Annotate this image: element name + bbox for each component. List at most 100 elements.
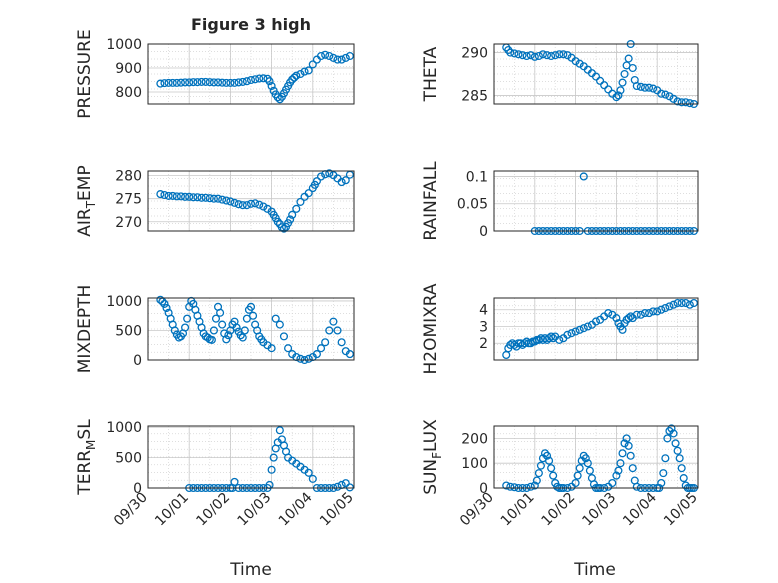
y-tick-label: 1000 [106, 420, 142, 436]
subplot-4: 0.1 0.05 0 RAINFALL [421, 161, 699, 241]
data-point [608, 478, 617, 488]
data-point [271, 314, 280, 323]
data-point [325, 169, 334, 178]
data-point [530, 481, 539, 490]
data-point [661, 303, 670, 313]
y-tick-label: 280 [115, 169, 142, 185]
axes-frame [493, 43, 699, 105]
data-point [209, 78, 218, 87]
y-tick-label: 270 [115, 215, 142, 231]
data-point [207, 335, 216, 344]
data-point [514, 50, 523, 59]
data-point [673, 97, 682, 106]
data-point [563, 51, 572, 60]
data-point [669, 429, 678, 438]
subplot-2: 290 285 THETA [421, 39, 699, 109]
data-point [616, 86, 625, 95]
data-point [518, 51, 527, 60]
data-point [345, 483, 354, 492]
data-point [267, 81, 276, 91]
data-point [160, 190, 169, 200]
data-point [296, 354, 305, 363]
data-point [547, 332, 556, 341]
data-point [571, 57, 580, 66]
data-point [653, 307, 662, 316]
data-point [644, 309, 654, 318]
data-point [540, 449, 550, 458]
data-point [160, 299, 169, 308]
data-point [267, 344, 276, 353]
y-tick-label: 500 [115, 323, 142, 339]
data-point [329, 317, 338, 326]
data-point [604, 85, 613, 94]
data-point [230, 78, 239, 87]
data-point [575, 59, 584, 68]
data-point [333, 482, 342, 491]
y-axis-label-main: AIR [75, 208, 95, 237]
data-point [624, 314, 633, 323]
data-point [596, 76, 605, 85]
data-point [591, 72, 601, 81]
data-point [172, 78, 181, 87]
y-axis-label: H2OMIXRA [421, 283, 441, 374]
data-point [636, 82, 645, 91]
data-point [612, 93, 621, 102]
data-point [575, 464, 584, 473]
data-point [673, 298, 682, 308]
data-point [532, 476, 541, 485]
y-tick-label: 900 [115, 61, 142, 77]
data-point [238, 201, 247, 210]
data-point [681, 298, 690, 308]
data-point [628, 464, 637, 473]
y-tick-label: 0.1 [466, 169, 488, 185]
data-point [240, 326, 249, 335]
data-point [333, 326, 342, 335]
data-point [218, 320, 227, 329]
data-point [201, 77, 210, 86]
data-point [677, 98, 686, 107]
y-axis-label-rest: EMP [75, 165, 95, 201]
data-point [632, 81, 641, 91]
data-point [559, 50, 568, 59]
data-point [156, 295, 165, 304]
data-point [563, 330, 572, 339]
data-point [547, 51, 556, 61]
y-tick-label: 0 [133, 353, 142, 369]
data-point [681, 98, 690, 107]
data-point [337, 55, 346, 64]
data-point [246, 302, 256, 311]
y-axis-label-main: SUN [421, 459, 441, 495]
data-point [579, 451, 588, 460]
data-point [661, 90, 670, 99]
y-tick-label: 0 [479, 224, 488, 240]
data-point [308, 60, 317, 69]
y-axis-label: PRESSURE [75, 29, 95, 118]
data-point [551, 51, 560, 60]
data-point [604, 309, 613, 318]
figure-title: Figure 3 high [191, 15, 311, 34]
axes-frame [147, 297, 355, 361]
data-point [193, 193, 202, 202]
data-point [185, 78, 194, 87]
data-point [308, 474, 317, 483]
data-point [657, 478, 666, 488]
data-point [526, 482, 535, 491]
data-point [259, 202, 268, 211]
data-point [534, 51, 543, 61]
axes-frame [493, 425, 699, 489]
data-point [667, 424, 676, 433]
data-point [275, 426, 284, 435]
data-point [583, 459, 592, 468]
data-point [211, 314, 221, 323]
data-point [534, 469, 543, 478]
data-point [526, 339, 535, 348]
data-point [279, 332, 289, 341]
data-point [170, 326, 179, 335]
data-point [312, 350, 321, 359]
data-point [657, 89, 666, 98]
y-tick-label: 1000 [106, 37, 142, 53]
data-point [542, 51, 552, 60]
data-point [234, 78, 243, 87]
data-point [284, 344, 293, 353]
data-point [222, 335, 231, 344]
